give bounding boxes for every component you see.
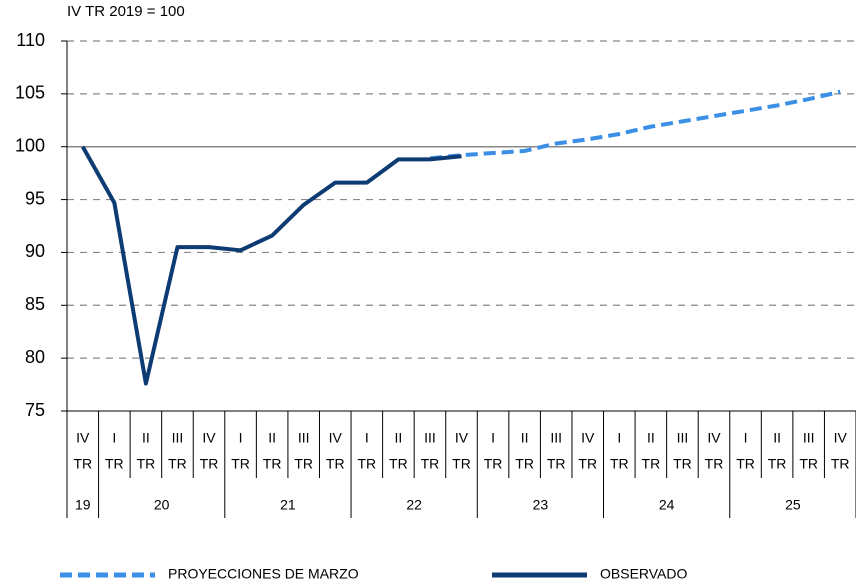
- x-tick-label: I: [491, 430, 495, 446]
- x-tick-label: III: [550, 430, 562, 446]
- x-tick-label: TR: [736, 456, 755, 472]
- group-label: 23: [533, 497, 549, 513]
- x-tick-label: II: [268, 430, 276, 446]
- group-label: 24: [659, 497, 675, 513]
- x-tick-label: III: [803, 430, 815, 446]
- x-tick-label: II: [647, 430, 655, 446]
- x-tick-label: II: [142, 430, 150, 446]
- x-tick-label: II: [521, 430, 529, 446]
- x-tick-label: III: [172, 430, 184, 446]
- x-tick-label: TR: [547, 456, 566, 472]
- x-tick-label: IV: [834, 430, 848, 446]
- x-tick-label: III: [677, 430, 689, 446]
- group-label: 20: [154, 497, 170, 513]
- x-tick-label: TR: [137, 456, 156, 472]
- series-line: [429, 89, 841, 161]
- x-tick-label: II: [394, 430, 402, 446]
- x-tick-label: TR: [421, 456, 440, 472]
- x-tick-label: TR: [799, 456, 818, 472]
- y-tick-label: 80: [25, 347, 45, 367]
- legend-label: PROYECCIONES DE MARZO: [168, 566, 359, 582]
- x-tick-label: I: [744, 430, 748, 446]
- x-tick-label: TR: [168, 456, 187, 472]
- x-tick-label: IV: [202, 430, 216, 446]
- x-tick-label: II: [773, 430, 781, 446]
- legend-label: OBSERVADO: [600, 566, 688, 582]
- y-tick-label: 75: [25, 400, 45, 420]
- x-tick-label: TR: [673, 456, 692, 472]
- x-tick-label: TR: [105, 456, 124, 472]
- y-tick-label: 105: [15, 83, 45, 103]
- x-tick-label: TR: [484, 456, 503, 472]
- x-tick-label: TR: [768, 456, 787, 472]
- x-tick-label: IV: [707, 430, 721, 446]
- series-line: [81, 145, 462, 386]
- x-tick-label: IV: [76, 430, 90, 446]
- x-tick-label: TR: [831, 456, 850, 472]
- x-tick-label: TR: [263, 456, 282, 472]
- x-tick-label: TR: [326, 456, 345, 472]
- y-tick-label: 85: [25, 294, 45, 314]
- y-tick-label: 110: [16, 30, 45, 50]
- x-tick-label: IV: [581, 430, 595, 446]
- x-tick-label: TR: [642, 456, 661, 472]
- x-tick-label: I: [112, 430, 116, 446]
- x-tick-label: TR: [231, 456, 250, 472]
- group-label: 22: [406, 497, 422, 513]
- x-tick-label: TR: [705, 456, 724, 472]
- x-tick-label: TR: [610, 456, 629, 472]
- x-tick-label: I: [617, 430, 621, 446]
- y-tick-label: 90: [25, 241, 45, 261]
- group-label: 19: [75, 497, 91, 513]
- x-tick-label: TR: [452, 456, 471, 472]
- x-tick-label: TR: [357, 456, 376, 472]
- x-tick-label: TR: [515, 456, 534, 472]
- group-label: 25: [785, 497, 801, 513]
- y-tick-label: 95: [25, 188, 45, 208]
- x-tick-label: III: [424, 430, 436, 446]
- x-tick-label: I: [365, 430, 369, 446]
- x-tick-label: IV: [455, 430, 469, 446]
- x-tick-label: III: [298, 430, 310, 446]
- x-tick-label: TR: [200, 456, 219, 472]
- x-tick-label: IV: [329, 430, 343, 446]
- x-tick-label: TR: [294, 456, 313, 472]
- x-tick-label: TR: [578, 456, 597, 472]
- x-tick-label: I: [239, 430, 243, 446]
- x-tick-label: TR: [389, 456, 408, 472]
- y-tick-label: 100: [15, 135, 45, 155]
- chart-subtitle: IV TR 2019 = 100: [67, 3, 185, 20]
- x-tick-label: TR: [73, 456, 92, 472]
- group-label: 21: [280, 497, 296, 513]
